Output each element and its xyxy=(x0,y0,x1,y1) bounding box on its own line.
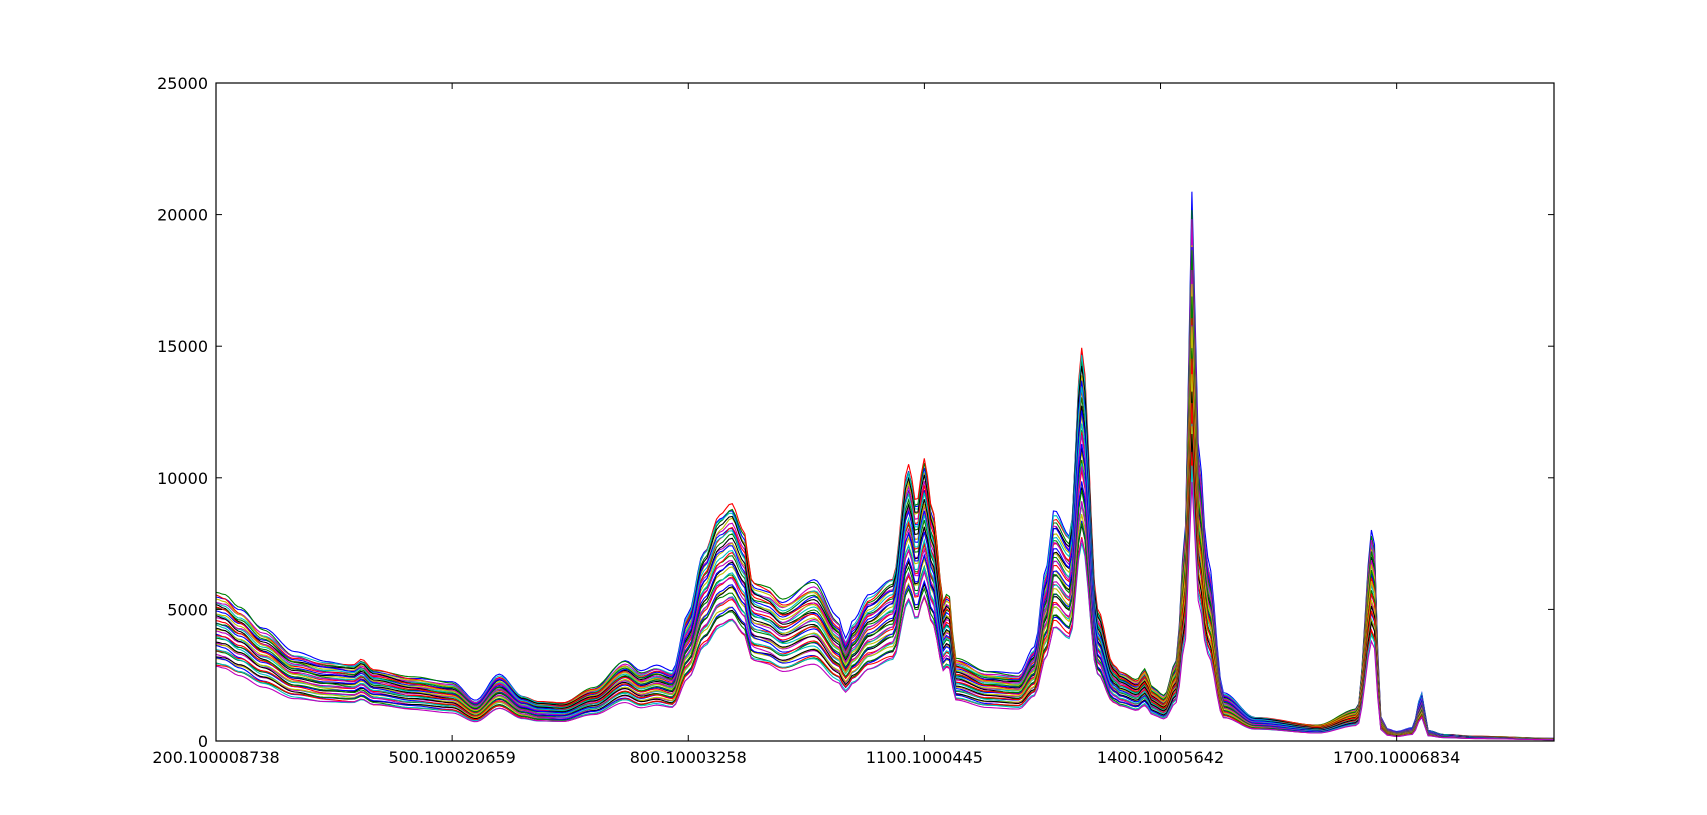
series-line-28 xyxy=(215,391,1554,740)
series-line-6 xyxy=(215,245,1554,740)
x-tick-label-3: 800.10003258 xyxy=(630,748,747,767)
series-line-14 xyxy=(215,308,1554,740)
series-line-12 xyxy=(215,269,1554,740)
series-line-32 xyxy=(215,423,1554,740)
series-layer xyxy=(215,191,1555,741)
y-tick-label-4: 15000 xyxy=(157,337,208,356)
series-line-30 xyxy=(215,402,1554,740)
y-tick-label-3: 10000 xyxy=(157,469,208,488)
series-line-1 xyxy=(215,191,1554,739)
x-tick-label-1: 200.100008738 xyxy=(152,748,279,767)
series-line-36 xyxy=(215,453,1554,741)
ticks-layer xyxy=(215,82,1554,742)
x-tick-label-4: 1100.1000445 xyxy=(866,748,983,767)
series-line-17 xyxy=(215,318,1554,740)
series-line-39 xyxy=(215,465,1554,741)
plot-frame xyxy=(215,82,1555,742)
series-line-3 xyxy=(215,235,1554,740)
x-tick-label-5: 1400.10005642 xyxy=(1097,748,1224,767)
series-line-21 xyxy=(215,350,1554,740)
y-tick-label-1: 0 xyxy=(198,732,208,751)
labels-layer: 200.100008738 500.100020659 800.10003258 11… xyxy=(152,74,1460,767)
series-line-16 xyxy=(215,296,1554,740)
y-tick-label-2: 5000 xyxy=(167,600,208,619)
series-line-13 xyxy=(215,283,1554,740)
x-tick-label-6: 1700.10006834 xyxy=(1333,748,1460,767)
series-line-31 xyxy=(215,403,1554,740)
series-line-9 xyxy=(215,250,1554,740)
series-line-2 xyxy=(215,210,1554,739)
series-line-10 xyxy=(215,278,1554,740)
y-tick-label-6: 25000 xyxy=(157,74,208,93)
series-line-11 xyxy=(215,283,1555,740)
series-line-15 xyxy=(215,304,1554,740)
series-line-40 xyxy=(215,481,1554,741)
series-line-7 xyxy=(215,261,1554,740)
x-tick-label-2: 500.100020659 xyxy=(389,748,516,767)
y-tick-label-5: 20000 xyxy=(157,206,208,225)
series-line-8 xyxy=(215,246,1554,740)
